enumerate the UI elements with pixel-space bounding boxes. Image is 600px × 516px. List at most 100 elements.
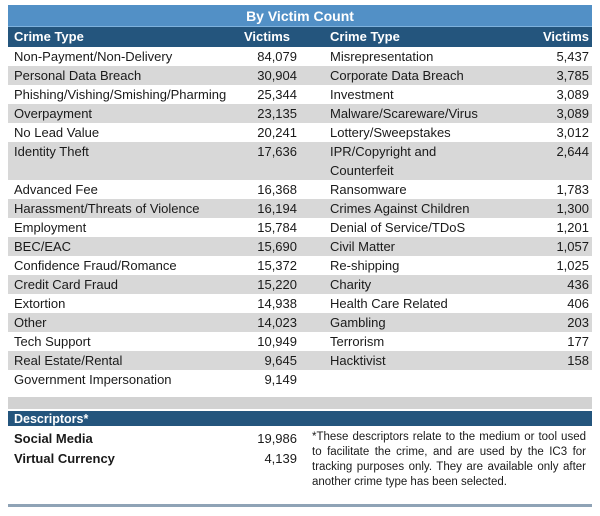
crime-type-cell: Charity: [330, 277, 372, 292]
victim-count-report: By Victim Count Crime Type Victims Crime…: [8, 5, 592, 507]
descriptor-label: Social Media: [14, 431, 93, 446]
crime-type-cell: Non-Payment/Non-Delivery: [14, 49, 173, 64]
crime-type-cell: Crimes Against Children: [330, 201, 470, 216]
crime-type-cell: No Lead Value: [14, 125, 100, 140]
table-bottom-border: [8, 504, 592, 507]
victims-cell: 14,023: [257, 315, 297, 330]
crime-type-cell: Harassment/Threats of Violence: [14, 201, 200, 216]
victims-cell: 3,012: [556, 125, 589, 140]
table-row: Extortion 14,938 Health Care Related 406: [8, 294, 592, 313]
victims-cell: 15,220: [257, 277, 297, 292]
table-row: Tech Support 10,949 Terrorism 177: [8, 332, 592, 351]
crime-type-cell: Confidence Fraud/Romance: [14, 258, 177, 273]
separator-gap: [8, 409, 592, 411]
crime-type-cell: Tech Support: [14, 334, 91, 349]
crime-type-cell: Malware/Scareware/Virus: [330, 106, 478, 121]
col-header-crime-type-left: Crime Type: [14, 29, 84, 44]
victims-cell: 9,149: [264, 372, 297, 387]
victims-cell: 15,690: [257, 239, 297, 254]
descriptor-label: Virtual Currency: [14, 451, 115, 466]
victims-cell: 30,904: [257, 68, 297, 83]
crime-type-cell: BEC/EAC: [14, 239, 72, 254]
crime-type-cell: Gambling: [330, 315, 386, 330]
descriptors-footnote: *These descriptors relate to the medium …: [312, 431, 586, 488]
crime-type-cell: Phishing/Vishing/Smishing/Pharming: [14, 87, 227, 102]
table-row: Advanced Fee 16,368 Ransomware 1,783: [8, 180, 592, 199]
victims-cell: 436: [567, 277, 589, 292]
table-row: Harassment/Threats of Violence 16,194 Crim…: [8, 199, 592, 218]
blank-row: [8, 389, 592, 397]
table-row: Government Impersonation 9,149: [8, 370, 592, 389]
table-row: Overpayment 23,135 Malware/Scareware/Virus…: [8, 104, 592, 123]
col-header-crime-type-right: Crime Type: [330, 29, 400, 44]
victims-cell: 16,194: [257, 201, 297, 216]
table-row: Real Estate/Rental 9,645 Hacktivist 158: [8, 351, 592, 370]
victims-cell: 14,938: [257, 296, 297, 311]
table-row: BEC/EAC 15,690 Civil Matter 1,057: [8, 237, 592, 256]
victims-cell: 1,025: [556, 258, 589, 273]
crime-type-cell: Identity Theft: [14, 144, 89, 159]
victims-cell: 84,079: [257, 49, 297, 64]
descriptor-value: 19,986: [257, 431, 297, 446]
column-header-row: Crime Type Victims Crime Type Victims: [8, 27, 592, 47]
table-row: Personal Data Breach 30,904 Corporate Data…: [8, 66, 592, 85]
crime-type-cell: Investment: [330, 87, 394, 102]
crime-type-cell: Hacktivist: [330, 353, 386, 368]
crime-type-cell: IPR/Copyright and Counterfeit: [330, 144, 437, 178]
victims-cell: 1,300: [556, 201, 589, 216]
table-row: No Lead Value 20,241 Lottery/Sweepstakes 3,…: [8, 123, 592, 142]
victims-cell: 177: [567, 334, 589, 349]
crime-type-cell: Advanced Fee: [14, 182, 98, 197]
col-header-victims-right: Victims: [542, 29, 589, 44]
victims-cell: 1,201: [556, 220, 589, 235]
table-title: By Victim Count: [8, 5, 592, 27]
crime-type-cell: Lottery/Sweepstakes: [330, 125, 451, 140]
victims-cell: 5,437: [556, 49, 589, 64]
victims-cell: 203: [567, 315, 589, 330]
crime-type-cell: Extortion: [14, 296, 66, 311]
victims-cell: 15,372: [257, 258, 297, 273]
table-row: Identity Theft 17,636 IPR/Copyright and Co…: [8, 142, 592, 180]
crime-type-cell: Personal Data Breach: [14, 68, 142, 83]
crime-type-cell: Real Estate/Rental: [14, 353, 123, 368]
crime-type-cell: Government Impersonation: [14, 372, 172, 387]
table-row: Employment 15,784 Denial of Service/TDoS 1,…: [8, 218, 592, 237]
crime-type-cell: Civil Matter: [330, 239, 396, 254]
crime-type-cell: Other: [14, 315, 47, 330]
victims-cell: 3,785: [556, 68, 589, 83]
table-row: Confidence Fraud/Romance 15,372 Re-shippin…: [8, 256, 592, 275]
victims-cell: 2,644: [556, 144, 589, 159]
crime-type-cell: Corporate Data Breach: [330, 68, 464, 83]
victims-cell: 17,636: [257, 144, 297, 159]
victims-cell: 9,645: [264, 353, 297, 368]
crime-type-cell: Terrorism: [330, 334, 385, 349]
col-header-victims-left: Victims: [244, 29, 291, 44]
victims-cell: 3,089: [556, 87, 589, 102]
victims-cell: 20,241: [257, 125, 297, 140]
victims-cell: 406: [567, 296, 589, 311]
descriptors-section: Social Media 19,986 Virtual Currency 4,139 …: [8, 428, 592, 503]
victims-cell: 1,783: [556, 182, 589, 197]
victims-cell: 158: [567, 353, 589, 368]
table-row: Credit Card Fraud 15,220 Charity 436: [8, 275, 592, 294]
victims-cell: 16,368: [257, 182, 297, 197]
descriptor-row: Virtual Currency 4,139: [8, 449, 300, 469]
crime-type-cell: Employment: [14, 220, 87, 235]
victims-cell: 23,135: [257, 106, 297, 121]
crime-type-cell: Re-shipping: [330, 258, 400, 273]
victims-cell: 1,057: [556, 239, 589, 254]
crime-type-cell: Health Care Related: [330, 296, 448, 311]
descriptors-header: Descriptors*: [8, 411, 592, 428]
descriptors-list: Social Media 19,986 Virtual Currency 4,139: [8, 428, 300, 469]
separator-band: [8, 397, 592, 409]
victim-count-table-body: Non-Payment/Non-Delivery 84,079 Misreprese…: [8, 47, 592, 389]
descriptor-row: Social Media 19,986: [8, 429, 300, 449]
victims-cell: 3,089: [556, 106, 589, 121]
table-row: Non-Payment/Non-Delivery 84,079 Misreprese…: [8, 47, 592, 66]
victims-cell: 10,949: [257, 334, 297, 349]
descriptor-value: 4,139: [264, 451, 297, 466]
crime-type-cell: Denial of Service/TDoS: [330, 220, 466, 235]
table-row: Phishing/Vishing/Smishing/Pharming 25,344…: [8, 85, 592, 104]
victims-cell: 25,344: [257, 87, 297, 102]
crime-type-cell: Ransomware: [330, 182, 407, 197]
